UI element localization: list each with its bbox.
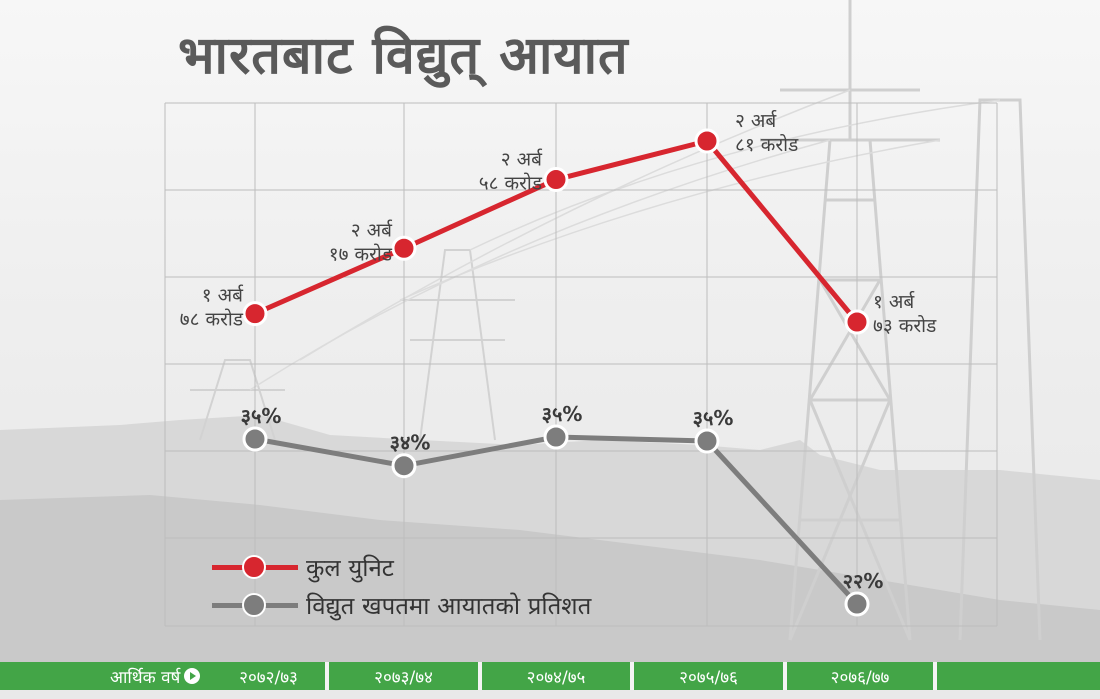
data-point	[391, 453, 417, 479]
x-tick-label: २०७३/७४	[374, 667, 433, 688]
footer-separator	[933, 662, 937, 690]
data-point	[844, 309, 870, 335]
data-label: ३५%	[693, 406, 734, 430]
data-label: २ अर्ब १७ करोड	[329, 218, 393, 265]
data-label: २२%	[843, 569, 884, 593]
footer-separator	[478, 662, 482, 690]
small-tower-icon	[190, 249, 515, 441]
footer-separator	[630, 662, 634, 690]
data-label: २ अर्ब ८१ करोड	[735, 109, 799, 156]
data-point	[543, 424, 569, 450]
footer-underband	[0, 690, 1100, 699]
power-lines	[249, 89, 1001, 391]
chart-legend: कुल युनिट विद्युत खपतमा आयातको प्रतिशत	[212, 548, 591, 624]
data-point	[694, 428, 720, 454]
legend-swatch-red	[212, 553, 298, 581]
legend-item: विद्युत खपतमा आयातको प्रतिशत	[212, 586, 591, 624]
data-point	[844, 591, 870, 617]
legend-label: विद्युत खपतमा आयातको प्रतिशत	[306, 591, 592, 620]
foreground-hills	[0, 495, 1100, 662]
data-point	[543, 167, 569, 193]
data-label: ३५%	[542, 402, 583, 426]
chart-grid	[164, 102, 998, 627]
footer-separator	[783, 662, 787, 690]
legend-swatch-gray	[212, 591, 298, 619]
play-circle-icon	[184, 668, 201, 684]
series-points	[242, 128, 870, 617]
legend-item: कुल युनिट	[212, 548, 591, 586]
x-axis-footer: आर्थिक वर्ष २०७२/७३ २०७३/७४ २०७४/७५ २०७५…	[0, 662, 1100, 699]
x-tick-label: २०७४/७५	[526, 667, 586, 688]
page-title: भारतबाट विद्युत् आयात	[178, 26, 629, 86]
x-tick-label: २०७६/७७	[830, 667, 890, 688]
data-label: ३५%	[241, 404, 282, 428]
legend-label: कुल युनिट	[306, 553, 394, 582]
data-label: १ अर्ब ७३ करोड	[873, 290, 937, 337]
data-point	[391, 235, 417, 261]
x-tick-label: २०७२/७३	[239, 667, 298, 688]
data-label: ३४%	[390, 431, 431, 455]
data-label: १ अर्ब ७८ करोड	[180, 284, 244, 331]
x-tick-label: २०७५/७६	[679, 667, 738, 688]
data-point	[242, 426, 268, 452]
series-labels: १ अर्ब ७८ करोड २ अर्ब १७ करोड २ अर्ब ५८ करोड २…	[180, 109, 937, 593]
x-axis-label: आर्थिक वर्ष	[110, 662, 201, 690]
footer-separator	[325, 662, 329, 690]
data-point	[242, 301, 268, 327]
data-point	[694, 128, 720, 154]
footer-band	[0, 662, 1100, 690]
data-label: २ अर्ब ५८ करोड	[479, 148, 543, 195]
x-axis-label-text: आर्थिक वर्ष	[110, 667, 181, 688]
